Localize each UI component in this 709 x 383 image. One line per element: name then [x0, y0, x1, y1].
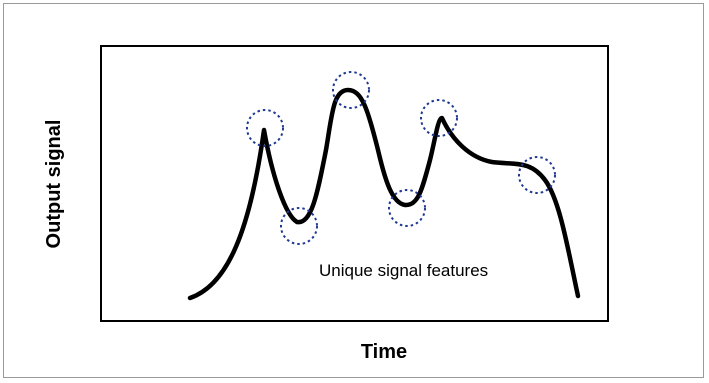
feature-marker-trough-1 [280, 207, 318, 245]
feature-marker-trough-2 [388, 189, 426, 227]
x-axis-label: Time [361, 341, 407, 363]
feature-marker-peak-2 [332, 71, 370, 109]
feature-marker-peak-1 [246, 109, 284, 147]
feature-marker-peak-3 [420, 99, 458, 137]
feature-markers [246, 71, 556, 245]
feature-marker-shoulder [518, 156, 556, 194]
features-annotation: Unique signal features [319, 261, 488, 280]
output-signal-curve [187, 87, 581, 301]
y-axis-label: Output signal [43, 120, 65, 249]
plot-frame [100, 45, 609, 322]
figure-outer-border [3, 3, 704, 378]
